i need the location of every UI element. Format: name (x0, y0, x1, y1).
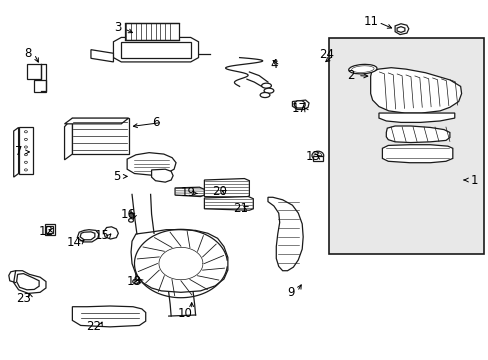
Polygon shape (378, 113, 454, 122)
Ellipse shape (133, 279, 139, 284)
Text: 20: 20 (212, 185, 227, 198)
Text: 23: 23 (16, 292, 31, 305)
Text: 3: 3 (113, 21, 121, 34)
Text: 22: 22 (86, 320, 101, 333)
Polygon shape (386, 126, 449, 143)
Polygon shape (134, 229, 227, 298)
Polygon shape (151, 169, 173, 182)
Polygon shape (370, 68, 461, 113)
Polygon shape (396, 27, 404, 32)
Text: 11: 11 (364, 15, 378, 28)
Polygon shape (77, 230, 99, 242)
Bar (72, 118, 128, 154)
Text: 6: 6 (151, 116, 159, 129)
Bar (312, 156, 322, 161)
Text: 1: 1 (469, 174, 477, 186)
Ellipse shape (24, 131, 27, 133)
Bar (124, 23, 179, 40)
Polygon shape (292, 100, 308, 109)
Text: 5: 5 (112, 170, 120, 183)
Polygon shape (14, 127, 19, 177)
Text: 15: 15 (94, 229, 109, 242)
Bar (45, 224, 55, 235)
Text: 9: 9 (286, 286, 294, 299)
Ellipse shape (311, 151, 323, 160)
Text: 16: 16 (121, 208, 135, 221)
Polygon shape (267, 197, 303, 271)
Polygon shape (394, 24, 408, 35)
Polygon shape (204, 197, 253, 210)
Polygon shape (14, 271, 46, 293)
Polygon shape (103, 227, 118, 239)
Text: 10: 10 (177, 307, 192, 320)
Text: 14: 14 (67, 237, 81, 249)
Polygon shape (175, 187, 204, 197)
Polygon shape (113, 37, 198, 62)
Text: 13: 13 (305, 150, 320, 163)
Bar (46, 226, 53, 233)
Ellipse shape (313, 153, 321, 158)
Text: 8: 8 (24, 47, 32, 60)
Polygon shape (72, 306, 145, 327)
Ellipse shape (260, 93, 269, 98)
Text: 24: 24 (319, 48, 333, 61)
Polygon shape (64, 118, 72, 160)
Ellipse shape (24, 138, 27, 140)
Ellipse shape (348, 64, 376, 74)
Text: 17: 17 (291, 102, 306, 115)
Text: 19: 19 (181, 186, 195, 199)
Ellipse shape (24, 169, 27, 171)
Polygon shape (131, 230, 227, 292)
Polygon shape (91, 50, 113, 62)
Text: 4: 4 (269, 58, 277, 71)
Text: 2: 2 (346, 69, 354, 82)
Bar (27, 64, 41, 79)
Polygon shape (80, 232, 95, 240)
Ellipse shape (24, 161, 27, 163)
Polygon shape (121, 42, 190, 58)
Bar (34, 80, 46, 92)
Ellipse shape (24, 154, 27, 156)
Ellipse shape (128, 219, 133, 222)
Bar (328, 38, 483, 254)
Bar (19, 127, 33, 174)
Ellipse shape (24, 146, 27, 148)
Ellipse shape (261, 83, 271, 88)
Polygon shape (127, 153, 176, 176)
Polygon shape (382, 145, 452, 163)
Text: 18: 18 (127, 275, 142, 288)
Polygon shape (204, 179, 249, 198)
Text: 12: 12 (39, 225, 54, 238)
Polygon shape (17, 274, 39, 290)
Text: 7: 7 (15, 145, 22, 158)
Polygon shape (64, 118, 128, 124)
Ellipse shape (264, 88, 273, 93)
Text: 21: 21 (233, 202, 247, 215)
Polygon shape (294, 101, 305, 108)
Ellipse shape (351, 66, 373, 72)
